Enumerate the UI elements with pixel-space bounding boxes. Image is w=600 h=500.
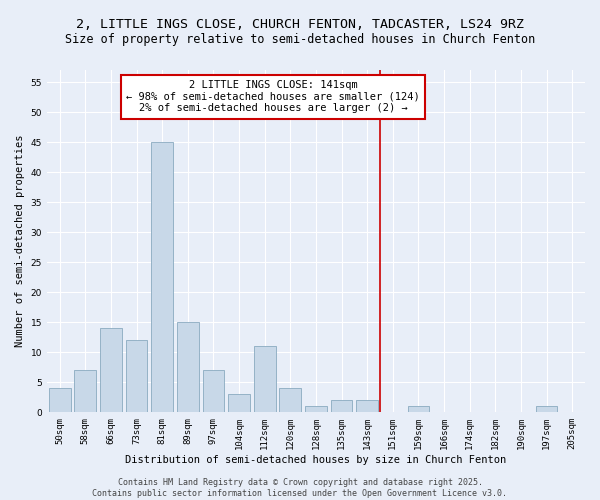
Text: 2 LITTLE INGS CLOSE: 141sqm
← 98% of semi-detached houses are smaller (124)
2% o: 2 LITTLE INGS CLOSE: 141sqm ← 98% of sem… (126, 80, 420, 114)
Bar (331, 400, 352, 412)
Text: 2, LITTLE INGS CLOSE, CHURCH FENTON, TADCASTER, LS24 9RZ: 2, LITTLE INGS CLOSE, CHURCH FENTON, TAD… (76, 18, 524, 30)
Y-axis label: Number of semi-detached properties: Number of semi-detached properties (15, 135, 25, 348)
Bar (100, 328, 122, 412)
Bar (254, 346, 275, 412)
Text: Contains HM Land Registry data © Crown copyright and database right 2025.
Contai: Contains HM Land Registry data © Crown c… (92, 478, 508, 498)
Bar (49, 388, 71, 412)
Bar (305, 406, 327, 412)
Bar (536, 406, 557, 412)
Bar (407, 406, 430, 412)
Bar (280, 388, 301, 412)
Bar (126, 340, 148, 412)
Text: Size of property relative to semi-detached houses in Church Fenton: Size of property relative to semi-detach… (65, 32, 535, 46)
Bar (228, 394, 250, 412)
X-axis label: Distribution of semi-detached houses by size in Church Fenton: Distribution of semi-detached houses by … (125, 455, 506, 465)
Bar (356, 400, 378, 412)
Bar (151, 142, 173, 412)
Bar (177, 322, 199, 412)
Bar (74, 370, 96, 412)
Bar (203, 370, 224, 412)
